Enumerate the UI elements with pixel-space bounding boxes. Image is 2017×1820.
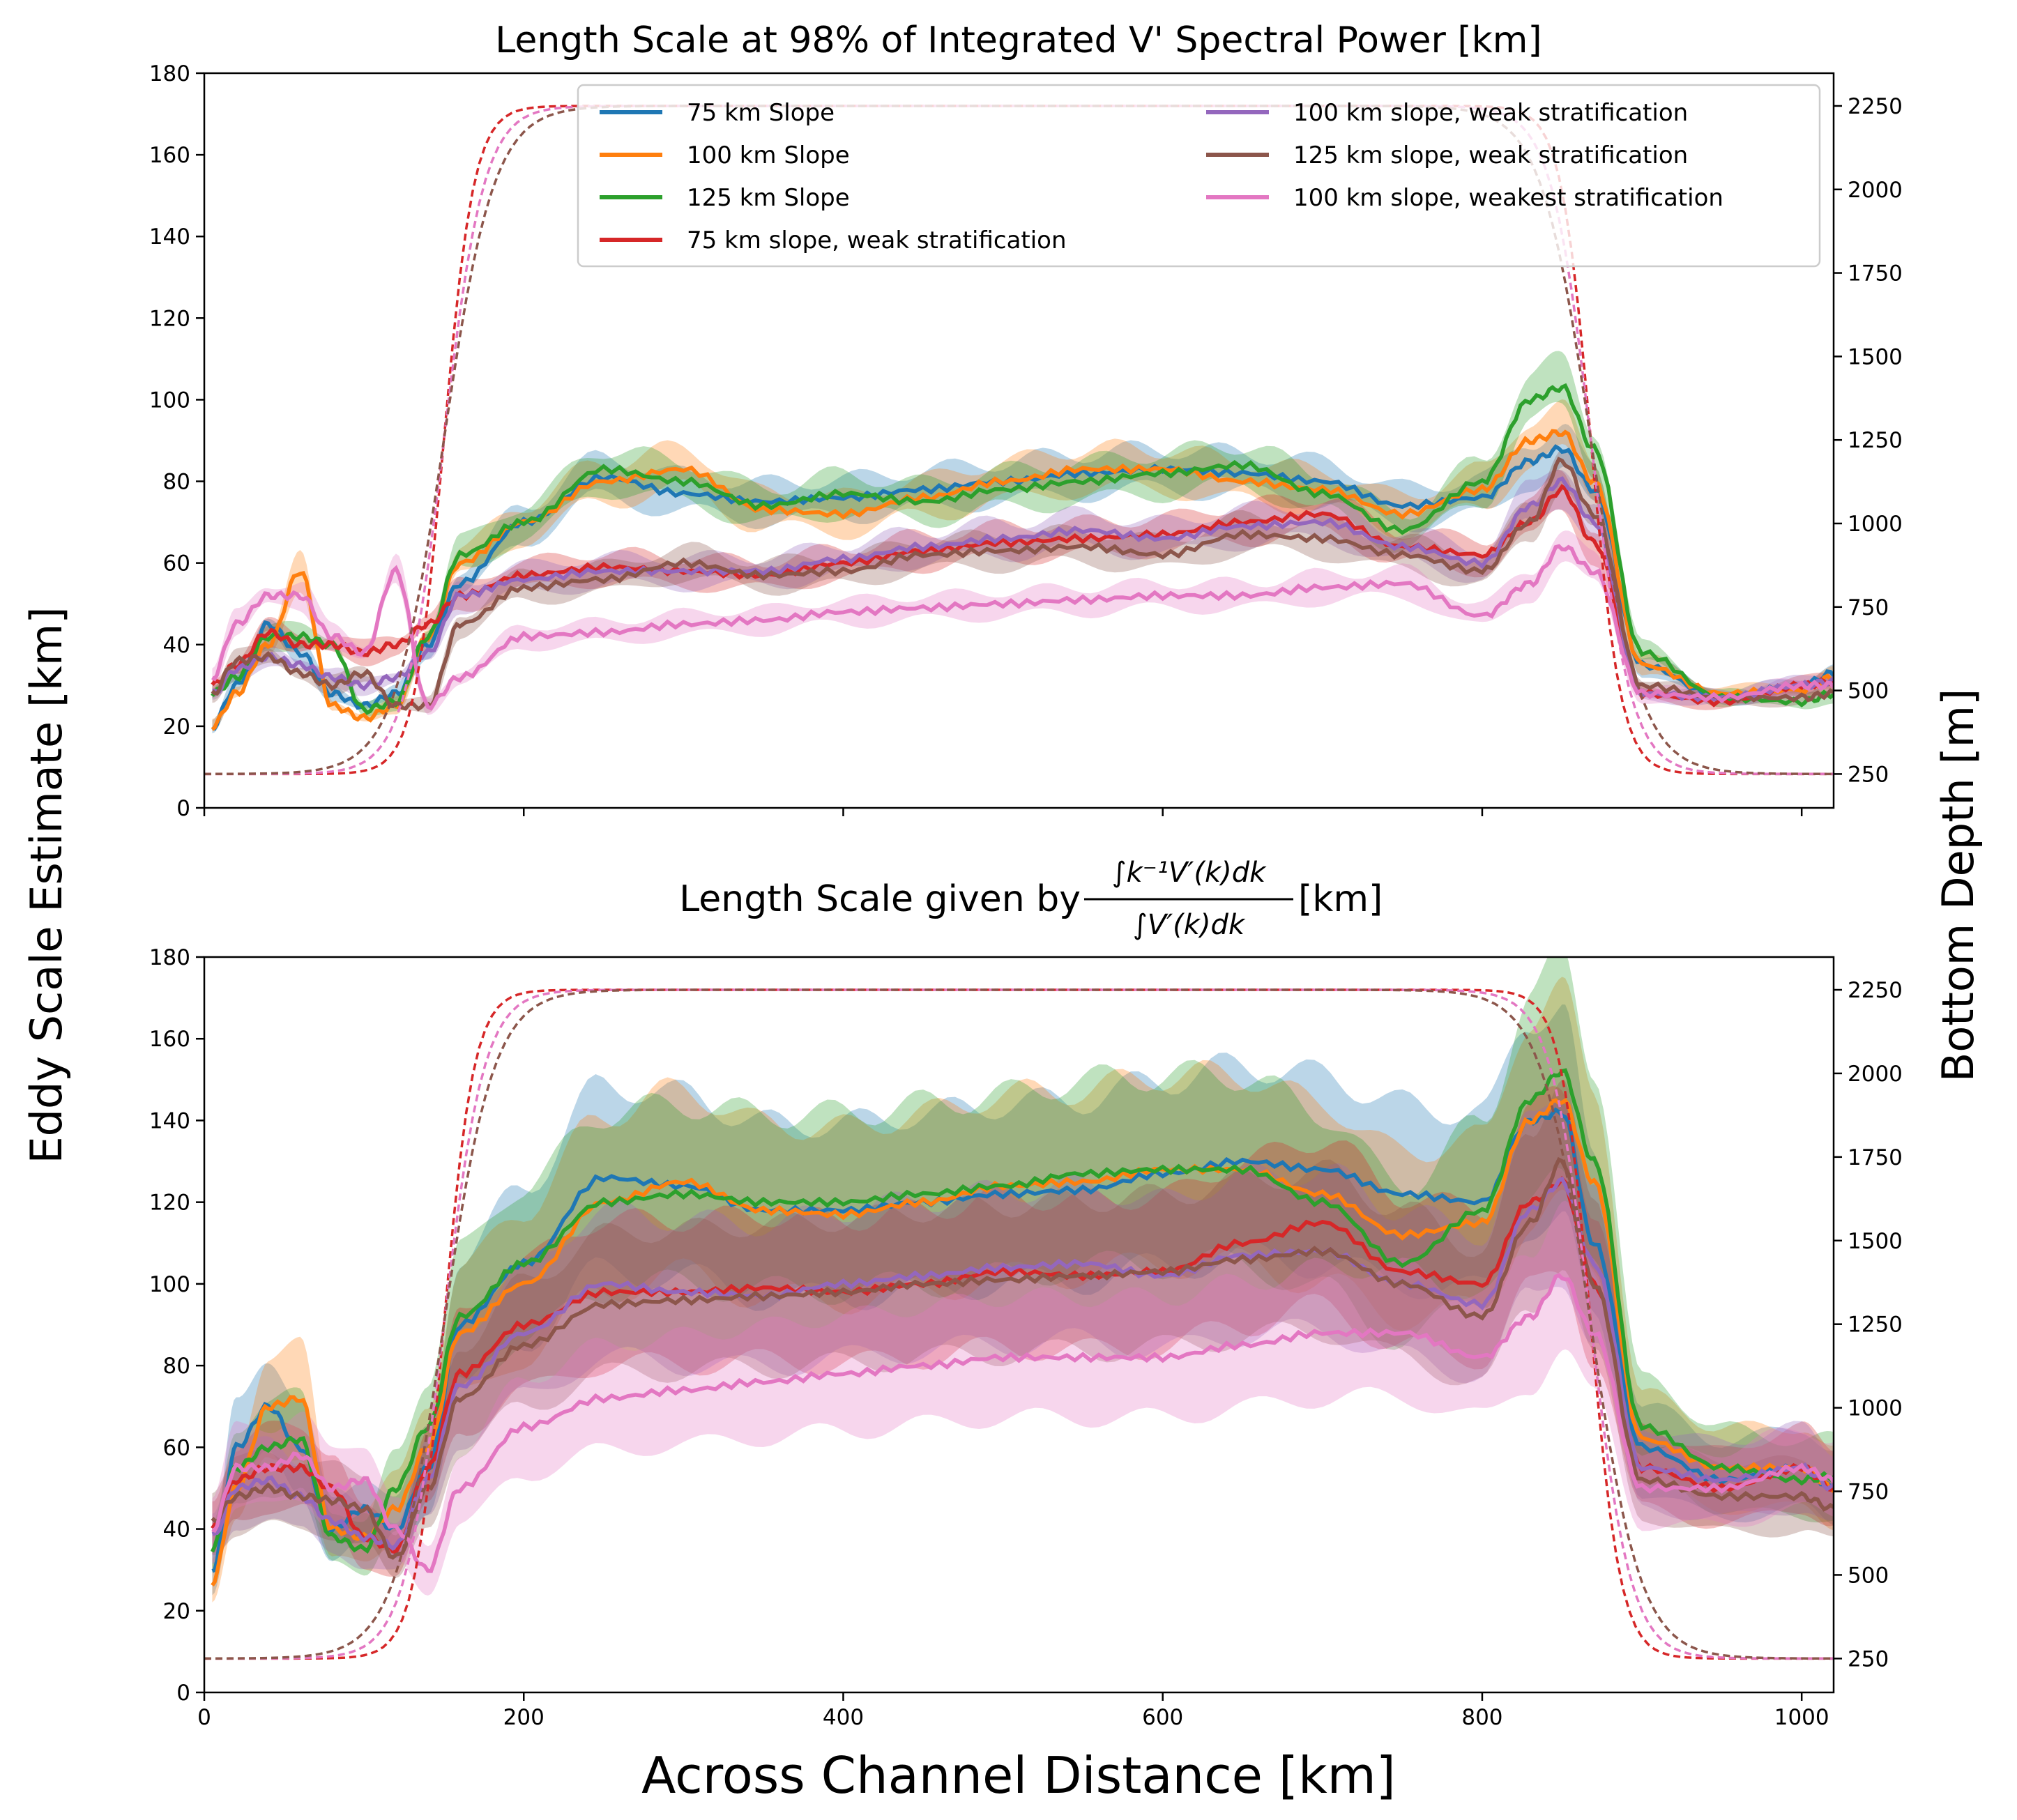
y2-tick-label: 1250: [1848, 1313, 1903, 1338]
series-line-2: [211, 1098, 1834, 1586]
series-line-5: [211, 1176, 1834, 1551]
series-line-3: [210, 1068, 1834, 1554]
x-tick-label: 200: [503, 1705, 545, 1730]
plot-area: [204, 957, 1834, 1660]
legend-label-6: 125 km slope, weak stratification: [1293, 142, 1688, 169]
bottom-title-numerator: ∫k⁻¹V′(k)dk: [1112, 857, 1267, 889]
band-5: [212, 469, 1834, 706]
panel-2: 0 20 40 60 80 100 120 140 160 180 250 500 750 1000 125…: [149, 945, 1903, 1730]
top-panel-title: Length Scale at 98% of Integrated V' Spe…: [495, 20, 1542, 61]
y-tick-label: 40: [163, 1517, 190, 1543]
series-line-7: [211, 1273, 1834, 1573]
y2-tick-label: 1000: [1848, 512, 1903, 537]
y2-tick-label: 1250: [1848, 428, 1903, 453]
y-tick-label: 100: [149, 1272, 190, 1297]
y2-tick-label: 750: [1848, 595, 1889, 620]
legend-frame: [577, 84, 1821, 268]
y-tick-label: 20: [163, 1599, 190, 1624]
legend-label-5: 100 km slope, weak stratification: [1293, 99, 1688, 127]
y-tick-label: 80: [163, 1354, 190, 1379]
y2-tick-label: 2250: [1848, 94, 1903, 119]
legend-label-1: 75 km Slope: [687, 99, 835, 127]
bottom-title-prefix: Length Scale given by: [679, 878, 1081, 920]
y-tick-label: 140: [149, 1108, 190, 1133]
y2-tick-label: 250: [1848, 762, 1889, 787]
band-2: [212, 977, 1834, 1603]
band-2: [212, 399, 1834, 732]
x-tick-label: 0: [197, 1705, 211, 1730]
series-line-7: [211, 544, 1834, 711]
y-axis-label: Eddy Scale Estimate [km]: [21, 606, 72, 1163]
y-tick-label: 0: [176, 796, 190, 821]
x-tick-label: 400: [823, 1705, 864, 1730]
series-line-6: [211, 457, 1834, 712]
legend: 75 km Slope 100 km Slope 125 km Slope 75 km…: [577, 84, 1821, 268]
band-7: [212, 1200, 1834, 1596]
y2-tick-label: 1500: [1848, 344, 1903, 369]
legend-label-4: 75 km slope, weak stratification: [687, 227, 1067, 254]
legend-label-2: 100 km Slope: [687, 142, 850, 169]
band-1: [212, 1004, 1834, 1596]
y2-tick-label: 750: [1848, 1480, 1889, 1505]
y2-tick-label: 250: [1848, 1646, 1889, 1672]
series-line-2: [211, 429, 1834, 731]
y2-tick-label: 2250: [1848, 978, 1903, 1003]
band-5: [212, 1101, 1834, 1570]
series-line-4: [211, 484, 1834, 708]
y-tick-label: 120: [149, 1191, 190, 1216]
y2-tick-label: 2000: [1848, 1062, 1903, 1087]
y-tick-label: 80: [163, 470, 190, 495]
y-tick-label: 140: [149, 224, 190, 250]
legend-label-3: 125 km Slope: [687, 184, 850, 212]
y-tick-label: 160: [149, 143, 190, 168]
y2-tick-label: 500: [1848, 679, 1889, 704]
x-axis-label: Across Channel Distance [km]: [641, 1746, 1396, 1805]
series-line-3: [211, 383, 1834, 715]
legend-label-7: 100 km slope, weakest stratification: [1293, 184, 1723, 212]
y-tick-label: 60: [163, 551, 190, 576]
bottom-panel-title: Length Scale given by ∫k⁻¹V′(k)dk ∫V′(k)…: [679, 857, 1383, 941]
bottom-title-denominator: ∫V′(k)dk: [1133, 909, 1246, 941]
y2-tick-label: 500: [1848, 1563, 1889, 1588]
y-tick-label: 0: [176, 1681, 190, 1706]
y-tick-label: 180: [149, 61, 190, 86]
y2-tick-label: 1000: [1848, 1396, 1903, 1421]
y-tick-label: 20: [163, 714, 190, 740]
y-tick-label: 180: [149, 945, 190, 970]
y-tick-label: 160: [149, 1027, 190, 1052]
y-tick-label: 100: [149, 388, 190, 413]
band-6: [212, 1080, 1834, 1578]
bottom-title-suffix: [km]: [1298, 878, 1383, 920]
x-tick-label: 800: [1461, 1705, 1502, 1730]
y2-tick-label: 1750: [1848, 1145, 1903, 1170]
y-tick-label: 60: [163, 1435, 190, 1460]
y2-tick-label: 2000: [1848, 178, 1903, 203]
y2-axis-label: Bottom Depth [m]: [1933, 689, 1984, 1082]
band-4: [212, 1086, 1834, 1577]
series-line-5: [212, 476, 1834, 703]
x-tick-label: 1000: [1774, 1705, 1829, 1730]
y-tick-label: 40: [163, 633, 190, 658]
x-tick-label: 600: [1142, 1705, 1183, 1730]
depth-profile-125: [204, 988, 1834, 1660]
y2-tick-label: 1750: [1848, 261, 1903, 286]
y-tick-label: 120: [149, 306, 190, 331]
y2-tick-label: 1500: [1848, 1229, 1903, 1254]
